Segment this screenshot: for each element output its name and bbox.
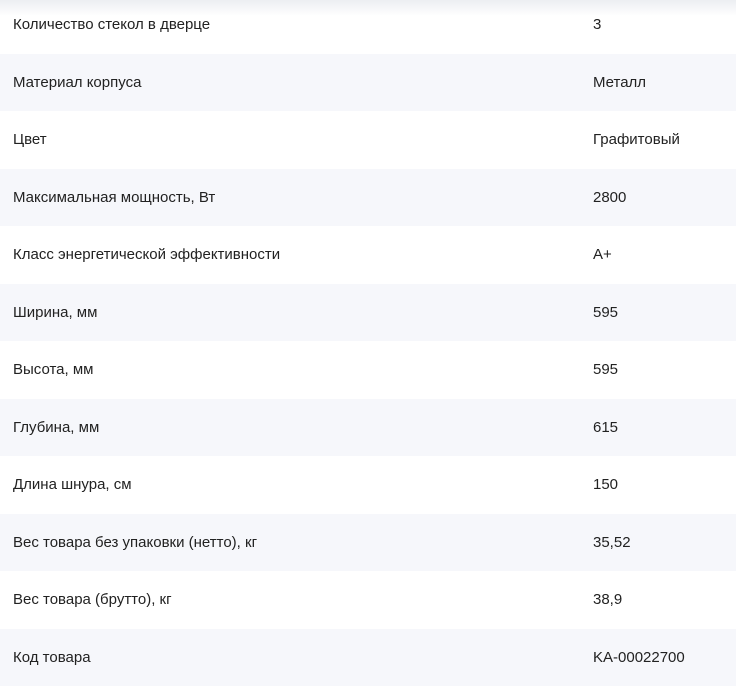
- spec-value: 150: [593, 476, 618, 493]
- spec-value: KA-00022700: [593, 649, 685, 666]
- spec-name: Класс энергетической эффективности: [13, 246, 280, 263]
- spec-value: Металл: [593, 74, 646, 91]
- spec-row: Вес товара (брутто), кг 38,9: [0, 571, 736, 629]
- spec-value: Графитовый: [593, 131, 680, 148]
- spec-name: Код товара: [13, 649, 91, 666]
- spec-value: 38,9: [593, 591, 622, 608]
- spec-row: Вес товара без упаковки (нетто), кг 35,52: [0, 514, 736, 572]
- spec-value: 595: [593, 361, 618, 378]
- spec-name: Длина шнура, см: [13, 476, 132, 493]
- spec-name: Высота, мм: [13, 361, 93, 378]
- spec-row: Класс энергетической эффективности A+: [0, 226, 736, 284]
- spec-name: Максимальная мощность, Вт: [13, 189, 215, 206]
- spec-row: Максимальная мощность, Вт 2800: [0, 169, 736, 227]
- spec-row: Цвет Графитовый: [0, 111, 736, 169]
- spec-name: Ширина, мм: [13, 304, 97, 321]
- spec-row: Глубина, мм 615: [0, 399, 736, 457]
- spec-row: Ширина, мм 595: [0, 284, 736, 342]
- spec-name: Материал корпуса: [13, 74, 141, 91]
- spec-value: 3: [593, 16, 601, 33]
- spec-value: A+: [593, 246, 612, 263]
- spec-row: Код товара KA-00022700: [0, 629, 736, 686]
- spec-name: Глубина, мм: [13, 419, 99, 436]
- spec-value: 2800: [593, 189, 626, 206]
- spec-value: 595: [593, 304, 618, 321]
- spec-name: Количество стекол в дверце: [13, 16, 210, 33]
- spec-row: Количество стекол в дверце 3: [0, 0, 736, 54]
- spec-name: Цвет: [13, 131, 47, 148]
- spec-name: Вес товара (брутто), кг: [13, 591, 172, 608]
- spec-row: Длина шнура, см 150: [0, 456, 736, 514]
- spec-name: Вес товара без упаковки (нетто), кг: [13, 534, 257, 551]
- spec-value: 615: [593, 419, 618, 436]
- spec-value: 35,52: [593, 534, 631, 551]
- spec-row: Материал корпуса Металл: [0, 54, 736, 112]
- spec-row: Высота, мм 595: [0, 341, 736, 399]
